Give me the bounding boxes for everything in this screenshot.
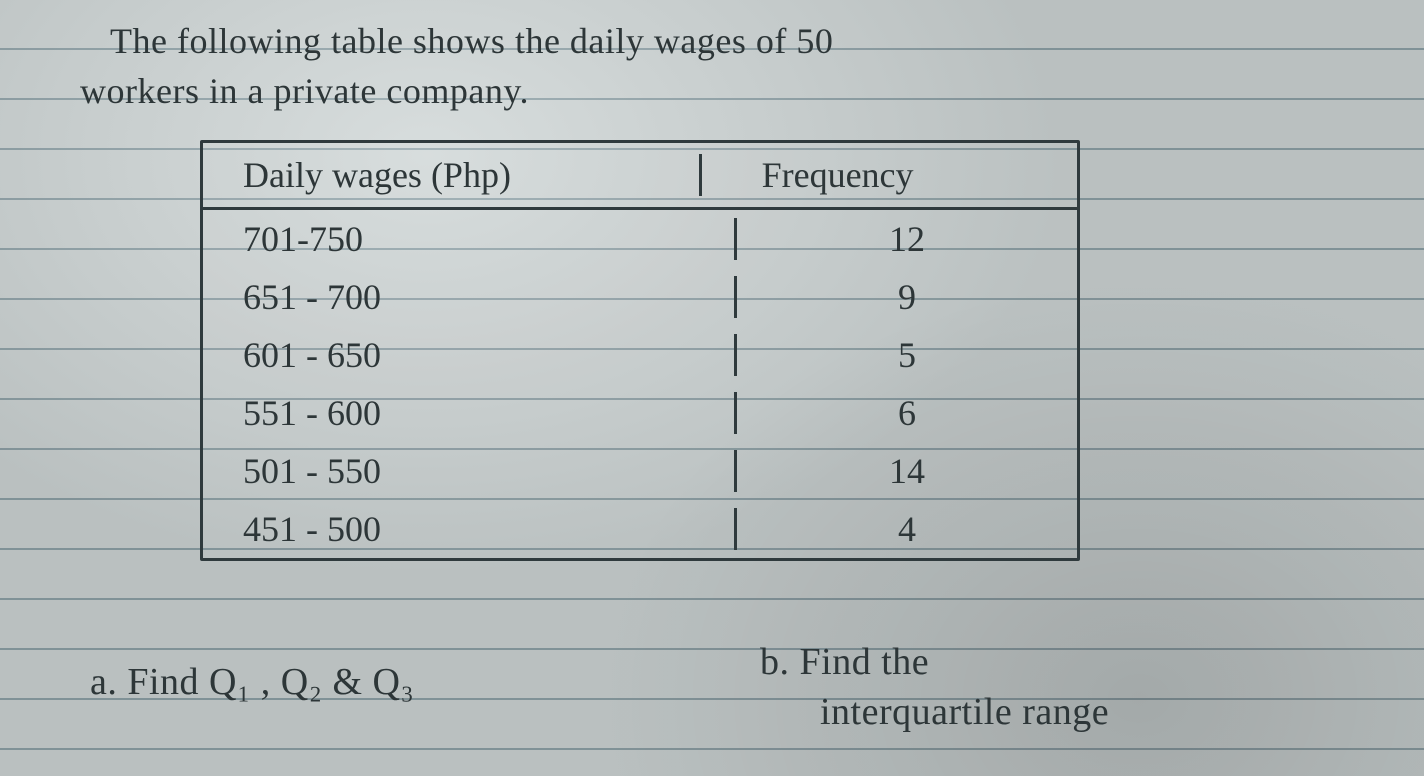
table-header-row: Daily wages (Php) Frequency (203, 143, 1077, 210)
table-row: 701-750 12 (203, 210, 1077, 268)
header-frequency: Frequency (702, 154, 1077, 196)
intro-line-2: workers in a private company. (80, 70, 529, 112)
question-b-line-1: b. Find the (760, 640, 929, 684)
cell-range: 651 - 700 (203, 276, 737, 318)
cell-freq: 12 (737, 218, 1077, 260)
question-a: a. Find Q₁ , Q₂ & Q₃ (90, 660, 414, 704)
wages-table: Daily wages (Php) Frequency 701-750 12 6… (200, 140, 1080, 561)
table-row: 651 - 700 9 (203, 268, 1077, 326)
table-row: 551 - 600 6 (203, 384, 1077, 442)
cell-freq: 9 (737, 276, 1077, 318)
cell-freq: 5 (737, 334, 1077, 376)
header-daily-wages: Daily wages (Php) (203, 154, 702, 196)
question-b-line-2: interquartile range (820, 690, 1109, 734)
cell-range: 501 - 550 (203, 450, 737, 492)
table-row: 601 - 650 5 (203, 326, 1077, 384)
cell-freq: 6 (737, 392, 1077, 434)
table-border: Daily wages (Php) Frequency 701-750 12 6… (200, 140, 1080, 561)
table-row: 451 - 500 4 (203, 500, 1077, 558)
cell-freq: 14 (737, 450, 1077, 492)
table-row: 501 - 550 14 (203, 442, 1077, 500)
intro-line-1: The following table shows the daily wage… (110, 20, 833, 62)
cell-range: 601 - 650 (203, 334, 737, 376)
cell-range: 451 - 500 (203, 508, 737, 550)
cell-range: 551 - 600 (203, 392, 737, 434)
cell-freq: 4 (737, 508, 1077, 550)
cell-range: 701-750 (203, 218, 737, 260)
